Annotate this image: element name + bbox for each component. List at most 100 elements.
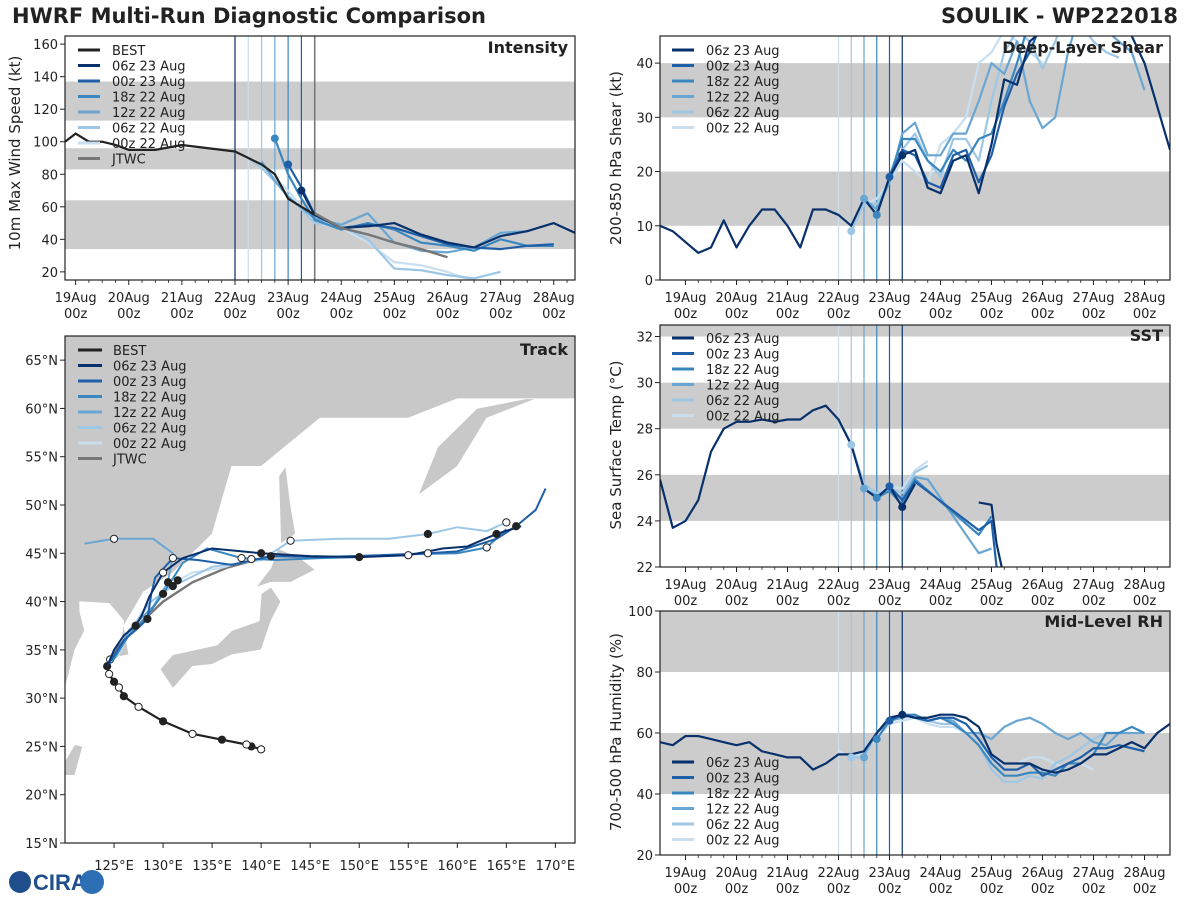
- intensity-xtick-label: 19Aug: [55, 291, 97, 306]
- intensity-ytick-label: 100: [33, 136, 58, 151]
- sst-series-line: [888, 480, 998, 567]
- shear-xtick-label: 00z: [674, 307, 698, 322]
- logo-globe-icon: [9, 871, 31, 893]
- track-position-marker: [355, 553, 364, 562]
- intensity-panel: 10m Max Wind Speed (kt) Intensity: [6, 38, 569, 250]
- sst-xtick-label: 00z: [725, 594, 749, 609]
- sst-ytick-label: 26: [636, 469, 653, 484]
- track-position-marker: [131, 621, 140, 630]
- rh-xtick-label: 26Aug: [1022, 866, 1064, 881]
- track-position-marker: [492, 529, 501, 539]
- track-ytick-label: 45°N: [25, 547, 58, 562]
- legend-label: 12z 22 Aug: [706, 379, 780, 394]
- track-position-marker: [502, 518, 511, 527]
- sst-ytick-label: 22: [636, 561, 653, 576]
- rh-current-point: [872, 735, 881, 744]
- track-ytick-label: 35°N: [25, 644, 58, 659]
- rh-xtick-label: 00z: [1031, 882, 1055, 897]
- shear-data-area: [660, 36, 1170, 280]
- intensity-xtick-label: 25Aug: [373, 291, 415, 306]
- legend-label: 06z 23 Aug: [112, 60, 186, 75]
- legend-label: 12z 22 Aug: [706, 803, 780, 818]
- sst-ylabel: Sea Surface Temp (°C): [607, 360, 625, 529]
- best-track-point: [114, 683, 124, 692]
- track-position-marker: [423, 549, 432, 558]
- legend-label: JTWC: [111, 153, 146, 168]
- track-ytick-label: 60°N: [25, 402, 58, 417]
- intensity-xtick-label: 20Aug: [108, 291, 150, 306]
- shear-series-line: [888, 36, 1038, 189]
- intensity-ytick-label: 120: [33, 103, 58, 118]
- shear-xtick-label: 00z: [980, 307, 1004, 322]
- sst-xtick-label: 28Aug: [1124, 578, 1166, 593]
- best-track-point: [105, 669, 114, 679]
- shear-series-line: [875, 36, 1027, 216]
- shear-xtick-label: 00z: [776, 307, 800, 322]
- land-mass: [65, 744, 84, 776]
- shear-ytick-label: 20: [636, 166, 653, 181]
- legend-label: BEST: [113, 344, 146, 359]
- intensity-current-point: [284, 160, 293, 169]
- track-position-marker: [173, 576, 182, 585]
- sst-frame: [659, 324, 1171, 568]
- shear-series-line: [660, 36, 1170, 254]
- legend-label: 18z 22 Aug: [706, 363, 780, 378]
- legend-label: 06z 23 Aug: [706, 756, 780, 771]
- rh-xtick-label: 23Aug: [869, 866, 911, 881]
- rh-xtick-label: 25Aug: [971, 866, 1013, 881]
- land-mass: [65, 336, 575, 497]
- rh-ytick-label: 40: [636, 788, 653, 803]
- intensity-xtick-label: 00z: [436, 307, 460, 322]
- sst-xtick-label: 00z: [1133, 594, 1157, 609]
- shear-xtick-label: 00z: [1031, 307, 1055, 322]
- track-xtick-label: 170°E: [536, 859, 576, 874]
- legend-label: 00z 23 Aug: [113, 375, 187, 390]
- intensity-current-point: [270, 134, 279, 143]
- shear-panel: 200-850 hPa Shear (kt) Deep-Layer Shear: [607, 38, 1163, 245]
- sst-band: [660, 325, 1170, 337]
- intensity-xtick-label: 00z: [276, 307, 300, 322]
- intensity-data-area: [65, 36, 575, 280]
- logo-text: CIRA: [33, 870, 87, 895]
- shear-ylabel: 200-850 hPa Shear (kt): [607, 71, 625, 245]
- legend-label: 00z 23 Aug: [112, 75, 186, 90]
- shear-xtick-label: 00z: [878, 307, 902, 322]
- sst-ytick-label: 24: [636, 515, 653, 530]
- rh-panel: 700-500 hPa Humidity (%) Mid-Level RH: [607, 612, 1163, 831]
- rh-frame: [659, 610, 1171, 856]
- intensity-ylabel: 10m Max Wind Speed (kt): [6, 56, 24, 251]
- shear-current-point: [885, 172, 894, 181]
- shear-xtick-label: 19Aug: [665, 291, 707, 306]
- rh-ytick-label: 60: [636, 727, 653, 742]
- best-track-point: [158, 717, 168, 726]
- track-ytick-label: 40°N: [25, 596, 58, 611]
- intensity-xtick-label: 00z: [117, 307, 141, 322]
- sst-data-area: [660, 325, 1170, 567]
- sst-xtick-label: 26Aug: [1022, 578, 1064, 593]
- rh-xtick-label: 00z: [827, 882, 851, 897]
- legend-label: 06z 22 Aug: [112, 122, 186, 137]
- sst-panel: Sea Surface Temp (°C) SST: [607, 326, 1163, 530]
- track-xtick-label: 165°E: [487, 859, 527, 874]
- rh-xtick-label: 00z: [929, 882, 953, 897]
- legend-label: 00z 22 Aug: [112, 137, 186, 152]
- legend-label: 18z 22 Aug: [706, 75, 780, 90]
- track-position-marker: [237, 554, 246, 563]
- legend-label: 06z 23 Aug: [706, 332, 780, 347]
- sst-title: SST: [1130, 326, 1163, 345]
- rh-xtick-label: 00z: [725, 882, 749, 897]
- intensity-xtick-label: 00z: [64, 307, 88, 322]
- intensity-xtick-label: 21Aug: [161, 291, 203, 306]
- shear-xtick-label: 00z: [827, 307, 851, 322]
- track-position-marker: [482, 543, 491, 552]
- track-position-marker: [257, 549, 266, 558]
- intensity-xtick-label: 22Aug: [214, 291, 256, 306]
- sst-xtick-label: 00z: [1031, 594, 1055, 609]
- land-mass: [159, 586, 282, 690]
- sst-xtick-label: 00z: [674, 594, 698, 609]
- legend-label: 06z 22 Aug: [706, 818, 780, 833]
- track-title: Track: [520, 340, 568, 359]
- intensity-xtick-label: 00z: [489, 307, 513, 322]
- legend-label: 00z 22 Aug: [706, 410, 780, 425]
